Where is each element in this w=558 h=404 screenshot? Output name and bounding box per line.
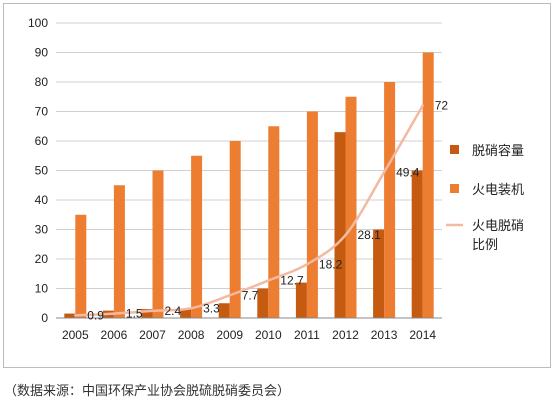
x-tick-label: 2010: [255, 328, 282, 342]
x-tick-label: 2007: [139, 328, 166, 342]
data-label: 18.2: [319, 257, 343, 271]
bar-denox-capacity: [141, 309, 153, 318]
legend-label: 脱硝容量: [472, 143, 524, 159]
x-tick-label: 2013: [371, 328, 398, 342]
y-tick-label: 20: [35, 252, 49, 266]
x-tick-label: 2011: [294, 328, 320, 342]
bar-thermal-capacity: [422, 52, 434, 318]
y-tick-label: 40: [35, 193, 49, 207]
chart-frame: 0 10 20 30 40 50 60 70 80 90 100 2005 2006 2007 2008 2…: [3, 3, 551, 368]
x-tick-label: 2006: [101, 328, 128, 342]
data-label: 28.1: [358, 228, 382, 242]
y-tick-label: 30: [35, 223, 49, 237]
y-tick-label: 10: [35, 282, 49, 296]
data-label: 72: [435, 99, 449, 113]
source-note: （数据来源：中国环保产业协会脱硫脱硝委员会）: [4, 384, 291, 399]
bar-thermal-capacity: [113, 185, 125, 318]
legend-label: 比例: [472, 238, 498, 253]
data-label: 49.4: [396, 165, 420, 179]
y-tick-label: 90: [35, 46, 49, 60]
legend-swatch: [450, 184, 459, 193]
y-tick-label: 50: [35, 164, 49, 178]
bar-thermal-capacity: [191, 155, 203, 318]
bar-denox-capacity: [218, 303, 230, 318]
bar-thermal-capacity: [152, 170, 164, 318]
bar-denox-capacity: [180, 309, 192, 318]
x-tick-label: 2005: [62, 328, 89, 342]
bar-thermal-capacity: [75, 214, 87, 318]
legend-label: 火电脱硝: [472, 219, 524, 234]
bar-thermal-capacity: [229, 141, 241, 318]
bar-thermal-capacity: [345, 96, 357, 318]
bar-denox-capacity: [373, 229, 385, 318]
bar-thermal-capacity: [268, 126, 280, 318]
bar-denox-capacity: [411, 170, 423, 318]
bar-denox-capacity: [64, 313, 76, 318]
legend-swatch: [450, 145, 459, 154]
data-label: 3.3: [203, 301, 220, 315]
y-tick-label: 80: [35, 75, 49, 89]
chart: 0 10 20 30 40 50 60 70 80 90 100 2005 2006 2007 2008 2…: [28, 16, 524, 342]
y-tick-label: 60: [35, 134, 49, 148]
data-label: 0.9: [87, 308, 104, 322]
line-denox-ratio: [74, 104, 424, 317]
x-tick-label: 2014: [409, 328, 436, 342]
data-label: 12.7: [280, 274, 304, 288]
x-tick-label: 2008: [178, 328, 205, 342]
legend-label: 火电装机: [472, 183, 524, 198]
y-tick-label: 100: [28, 16, 48, 30]
x-tick-label: 2012: [332, 328, 359, 342]
bar-denox-capacity: [295, 282, 307, 318]
y-tick-label: 70: [35, 105, 49, 119]
bar-thermal-capacity: [384, 82, 396, 318]
bar-thermal-capacity: [306, 111, 318, 318]
bar-denox-capacity: [257, 288, 269, 318]
data-label: 1.5: [126, 307, 143, 321]
y-tick-label: 0: [41, 311, 48, 325]
data-label: 2.4: [165, 304, 182, 318]
data-label: 7.7: [242, 288, 259, 302]
bar-denox-capacity: [334, 132, 346, 318]
x-tick-label: 2009: [216, 328, 243, 342]
